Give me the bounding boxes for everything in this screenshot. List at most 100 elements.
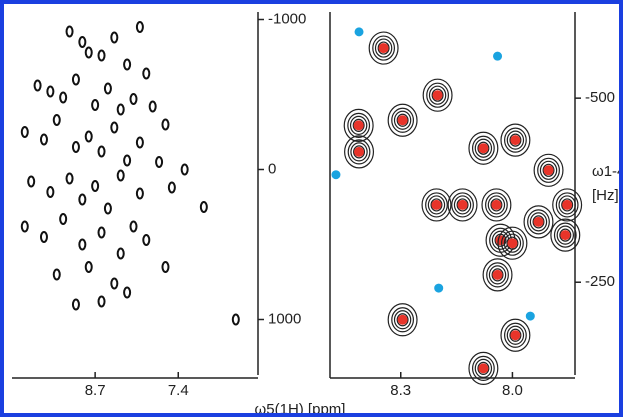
peak bbox=[142, 234, 151, 246]
contour-line bbox=[490, 198, 503, 212]
peak bbox=[71, 141, 80, 153]
peak bbox=[78, 238, 87, 251]
contour-line bbox=[421, 188, 452, 222]
contour-line bbox=[500, 318, 531, 352]
peak bbox=[52, 268, 61, 281]
contour-line bbox=[471, 135, 495, 161]
peak bbox=[491, 199, 502, 210]
contour-line bbox=[377, 41, 390, 55]
peak bbox=[167, 181, 176, 194]
contour-line bbox=[387, 303, 418, 337]
contour-line bbox=[468, 131, 499, 165]
peak bbox=[432, 90, 443, 101]
contour-line bbox=[550, 218, 581, 252]
peak bbox=[135, 187, 144, 200]
peak bbox=[142, 67, 151, 80]
x-tick-label: 8.3 bbox=[390, 382, 411, 399]
peak bbox=[65, 25, 74, 38]
peak bbox=[354, 27, 364, 37]
contour-line bbox=[343, 108, 374, 142]
peak bbox=[135, 136, 144, 149]
contour-line bbox=[427, 195, 446, 215]
contour-line bbox=[485, 192, 508, 218]
contour-line bbox=[477, 361, 490, 375]
y-tick-label: 1000 bbox=[268, 310, 301, 327]
contour-line bbox=[387, 103, 418, 137]
contour-line bbox=[347, 139, 371, 165]
contour-line bbox=[456, 198, 469, 212]
peak bbox=[560, 230, 571, 241]
contour-line bbox=[451, 192, 474, 218]
contour-line bbox=[431, 88, 444, 102]
peak bbox=[353, 120, 364, 131]
contour-line bbox=[468, 351, 499, 385]
peak bbox=[148, 100, 157, 113]
contour-line bbox=[344, 135, 375, 169]
peak bbox=[129, 220, 138, 233]
peak bbox=[457, 199, 468, 210]
contour-line bbox=[425, 192, 448, 218]
contour-line bbox=[558, 195, 576, 215]
peak bbox=[478, 143, 489, 154]
peak bbox=[231, 313, 240, 326]
peak bbox=[84, 261, 93, 273]
contour-line bbox=[393, 310, 412, 330]
peak bbox=[97, 295, 106, 308]
peak bbox=[434, 283, 444, 293]
peak bbox=[155, 156, 164, 168]
contour-line bbox=[491, 268, 504, 282]
peak bbox=[59, 91, 68, 104]
contour-line bbox=[532, 215, 545, 229]
peak bbox=[39, 133, 48, 146]
peak bbox=[397, 314, 408, 325]
peak bbox=[116, 103, 125, 116]
contour-line bbox=[347, 112, 371, 138]
x-tick-label: 8.0 bbox=[502, 382, 523, 399]
peak bbox=[97, 145, 106, 158]
contour-line bbox=[428, 85, 447, 105]
peak bbox=[533, 216, 544, 227]
peak bbox=[20, 220, 29, 233]
x-tick-label: 7.4 bbox=[168, 382, 189, 399]
peak bbox=[46, 85, 55, 98]
peak bbox=[543, 165, 554, 176]
peak bbox=[507, 238, 518, 249]
peak bbox=[52, 114, 61, 126]
contour-line bbox=[506, 236, 519, 250]
contour-line bbox=[523, 205, 554, 239]
y-tick-label: -500 bbox=[585, 89, 615, 106]
peak bbox=[525, 311, 535, 321]
contour-line bbox=[396, 113, 409, 127]
peak bbox=[110, 121, 119, 134]
contour-line bbox=[453, 195, 472, 215]
peak bbox=[84, 46, 93, 59]
peak bbox=[97, 226, 106, 239]
peak bbox=[492, 269, 503, 280]
y-axis-label: ω1-4 bbox=[592, 163, 623, 180]
peak bbox=[199, 201, 208, 213]
peak bbox=[103, 82, 112, 95]
peak bbox=[562, 199, 573, 210]
peak bbox=[331, 170, 341, 180]
contour-line bbox=[500, 123, 531, 157]
peak bbox=[103, 202, 112, 215]
contour-line bbox=[352, 118, 365, 132]
contour-line bbox=[506, 130, 525, 150]
contour-line bbox=[539, 160, 558, 180]
peak bbox=[161, 261, 170, 273]
contour-line bbox=[553, 222, 577, 248]
peak bbox=[354, 146, 365, 157]
peak bbox=[65, 172, 74, 185]
peak bbox=[478, 363, 489, 374]
peak bbox=[78, 193, 87, 206]
contour-line bbox=[447, 188, 478, 222]
peak bbox=[110, 31, 119, 44]
peak bbox=[46, 186, 55, 198]
contour-line bbox=[474, 358, 493, 378]
peak bbox=[135, 21, 144, 33]
peak bbox=[78, 36, 87, 48]
contour-line bbox=[350, 142, 368, 162]
contour-line bbox=[353, 145, 366, 159]
contour-line bbox=[527, 209, 550, 235]
contour-line bbox=[374, 38, 393, 58]
